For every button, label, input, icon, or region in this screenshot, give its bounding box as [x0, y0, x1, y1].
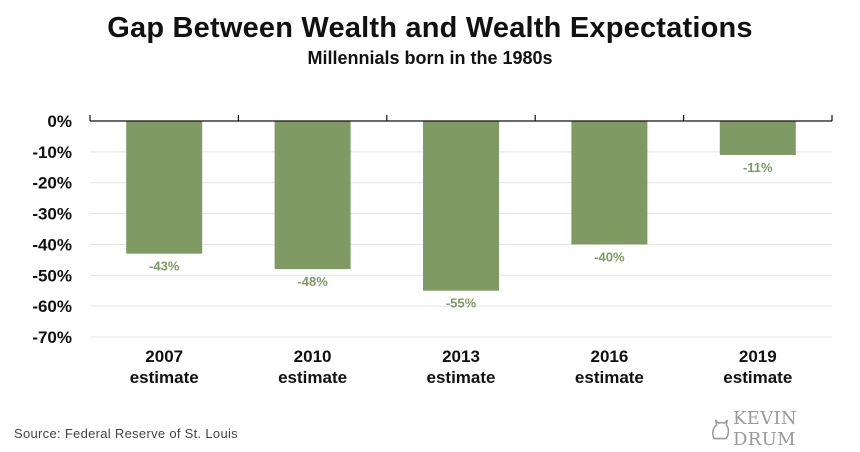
- data-label: -43%: [149, 259, 180, 274]
- y-tick-label: -40%: [32, 235, 72, 254]
- x-tick-label: 2007: [145, 347, 183, 366]
- brand-logo: KEVIN DRUM: [710, 408, 860, 450]
- y-tick-label: -10%: [32, 143, 72, 162]
- source-note: Source: Federal Reserve of St. Louis: [14, 426, 238, 441]
- y-tick-label: -70%: [32, 328, 72, 347]
- y-tick-label: -50%: [32, 266, 72, 285]
- x-tick-label: estimate: [427, 368, 496, 387]
- data-label: -40%: [594, 249, 625, 264]
- data-label: -11%: [743, 160, 773, 175]
- x-tick-label: 2013: [442, 347, 480, 366]
- x-tick-label: estimate: [723, 368, 792, 387]
- x-tick-label: estimate: [575, 368, 644, 387]
- y-tick-label: -60%: [32, 297, 72, 316]
- data-label: -48%: [297, 274, 328, 289]
- cat-logo-icon: [712, 419, 730, 440]
- x-tick-label: 2019: [739, 347, 777, 366]
- chart-title: Gap Between Wealth and Wealth Expectatio…: [107, 12, 753, 44]
- chart-subtitle: Millennials born in the 1980s: [307, 48, 553, 68]
- y-tick-label: 0%: [47, 112, 72, 131]
- x-tick-label: estimate: [130, 368, 199, 387]
- y-tick-label: -30%: [32, 205, 72, 224]
- bar: [126, 121, 203, 254]
- bar: [719, 121, 796, 155]
- bar: [274, 121, 351, 270]
- bar: [571, 121, 648, 245]
- y-tick-label: -20%: [32, 174, 72, 193]
- bar: [423, 121, 499, 291]
- x-tick-label: 2016: [590, 347, 628, 366]
- brand-name: KEVIN DRUM: [733, 408, 797, 450]
- x-tick-label: estimate: [278, 368, 347, 387]
- x-tick-label: 2010: [294, 347, 332, 366]
- data-label: -55%: [446, 296, 477, 311]
